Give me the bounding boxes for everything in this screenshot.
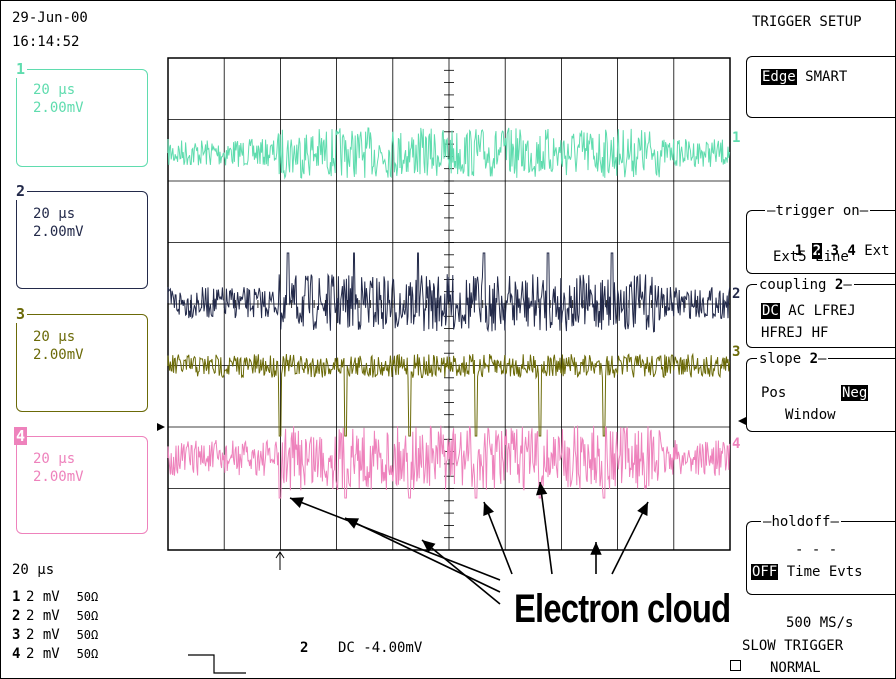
holdoff-off[interactable]: OFF — [751, 564, 779, 580]
annotation-label: Electron cloud — [514, 587, 731, 631]
channel-1-number: 1 — [14, 60, 28, 78]
date-readout: 29-Jun-00 — [12, 10, 88, 26]
ground-marker-right-icon — [738, 417, 746, 425]
trigger-source-2[interactable]: 2 — [811, 243, 823, 259]
trace-2-label: 2 — [732, 286, 741, 302]
trace-4 — [167, 425, 731, 499]
channel-1-timebase: 20 µs — [33, 82, 76, 98]
annotation-arrowhead-icon — [345, 518, 359, 529]
trace-3-label: 3 — [732, 344, 741, 360]
channel-3-volts: 2.00mV — [33, 347, 84, 363]
annotation-arrow — [289, 497, 501, 581]
slope-channel: 2 — [809, 351, 819, 367]
annotation-arrow — [483, 501, 513, 575]
holdoff-menu[interactable]: —holdoff— - - - OFF Time Evts — [746, 514, 896, 595]
annotation-arrowhead-icon — [590, 542, 602, 555]
trace-4-label: 4 — [732, 436, 741, 452]
status-trigger-mode: SLOW TRIGGER — [742, 638, 844, 654]
coupling-title: coupling — [759, 277, 827, 293]
holdoff-value: - - - — [795, 542, 838, 558]
annotation-arrow — [344, 517, 501, 593]
channel-2-number: 2 — [14, 182, 28, 200]
channel-1-volts: 2.00mV — [33, 100, 84, 116]
slope-window[interactable]: Window — [785, 407, 836, 423]
trigger-source-ext[interactable]: Ext — [864, 243, 890, 259]
annotation-arrowhead-icon — [422, 540, 436, 553]
slope-title: slope — [759, 351, 802, 367]
trigger-type-menu[interactable]: Edge SMART — [746, 56, 896, 118]
coupling-row2[interactable]: HFREJ HF — [761, 325, 829, 341]
channel-3-number: 3 — [14, 305, 28, 323]
ground-marker-left-icon — [157, 423, 165, 431]
channel-3-box[interactable]: 3 20 µs 2.00mV — [14, 305, 148, 412]
slope-neg[interactable]: Neg — [841, 385, 869, 401]
coupling-channel: 2 — [834, 277, 844, 293]
annotation-arrow — [421, 539, 501, 605]
annotation-arrowhead-icon — [483, 502, 494, 516]
trigger-on-menu[interactable]: —trigger on— 1 2 3 4 Ext Ext5 Line — [746, 203, 896, 274]
trigger-on-title: trigger on — [775, 203, 860, 219]
channel-3-timebase: 20 µs — [33, 329, 76, 345]
holdoff-time-evts[interactable]: Time Evts — [786, 564, 863, 580]
trigger-type-smart[interactable]: SMART — [805, 69, 848, 85]
trigger-source-4[interactable]: 4 — [847, 243, 856, 259]
channel-4-volts: 2.00mV — [33, 469, 84, 485]
slope-pos[interactable]: Pos — [761, 385, 787, 401]
status-trigger-level: DC -4.00mV — [338, 640, 423, 656]
trigger-source-3[interactable]: 3 — [830, 243, 839, 259]
annotation-arrow — [539, 481, 553, 575]
status-timebase: 20 µs — [12, 562, 55, 578]
trigger-source-1[interactable]: 1 — [794, 243, 804, 259]
annotation-arrowhead-icon — [290, 497, 304, 508]
slope-menu[interactable]: slope 2— Pos Neg Window — [746, 351, 896, 432]
channel-4-timebase: 20 µs — [33, 451, 76, 467]
channel-2-timebase: 20 µs — [33, 206, 76, 222]
channel-1-box[interactable]: 1 20 µs 2.00mV — [14, 60, 148, 167]
channel-4-box[interactable]: 4 20 µs 2.00mV — [14, 427, 148, 534]
annotation-arrows — [289, 481, 649, 605]
channel-4-number: 4 — [14, 427, 28, 445]
coupling-row1[interactable]: AC LFREJ — [788, 303, 856, 319]
coupling-dc[interactable]: DC — [761, 303, 780, 319]
acq-status-checkbox-icon — [730, 660, 741, 671]
status-acq-mode: NORMAL — [770, 660, 821, 676]
trace-2 — [167, 252, 731, 333]
trigger-type-edge[interactable]: Edge — [761, 69, 797, 85]
trigger-source-ext5-line[interactable]: Ext5 Line — [773, 249, 849, 265]
time-readout: 16:14:52 — [12, 34, 80, 50]
status-trigger-channel: 2 — [300, 640, 309, 656]
trace-3 — [167, 352, 731, 437]
trace-1 — [167, 127, 731, 180]
trigger-position-marker-icon — [275, 551, 285, 570]
coupling-menu[interactable]: coupling 2— DC AC LFREJ HFREJ HF — [746, 277, 896, 348]
waveform-traces — [167, 127, 731, 499]
holdoff-title: holdoff — [771, 514, 831, 530]
trace-1-label: 1 — [732, 130, 741, 146]
menu-title: TRIGGER SETUP — [752, 14, 862, 30]
annotation-arrowhead-icon — [637, 502, 648, 516]
channel-2-box[interactable]: 2 20 µs 2.00mV — [14, 182, 148, 289]
trigger-slope-icon — [188, 654, 246, 674]
channel-2-volts: 2.00mV — [33, 224, 84, 240]
annotation-arrow — [611, 501, 649, 575]
annotation-arrowhead-icon — [536, 482, 548, 496]
status-sample-rate: 500 MS/s — [786, 615, 854, 631]
